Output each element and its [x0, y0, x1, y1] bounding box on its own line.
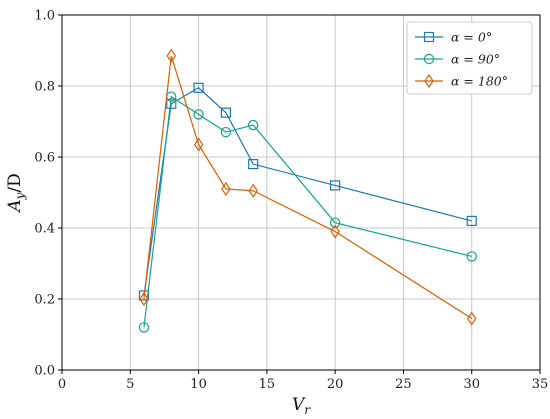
y-tick-label: 0.0	[34, 364, 55, 379]
y-tick-label: 1.0	[34, 9, 55, 24]
data-point	[139, 291, 149, 307]
x-axis-label: Vr	[292, 395, 311, 417]
series-square	[138, 82, 477, 301]
x-tick-label: 0	[58, 377, 66, 392]
x-tick-label: 35	[532, 377, 549, 392]
series-line	[143, 87, 472, 296]
plot-frame	[61, 14, 541, 371]
y-tick-label: 0.8	[34, 80, 55, 95]
data-point	[466, 311, 477, 326]
x-tick-label: 5	[126, 377, 134, 392]
legend-label: α = 0°	[451, 30, 492, 45]
data-point	[220, 126, 232, 138]
y-tick-label: 0.2	[34, 293, 55, 308]
x-tick-label: 30	[463, 377, 480, 392]
x-tick-label: 10	[190, 377, 207, 392]
series-diamond	[139, 48, 477, 326]
data-point	[193, 109, 204, 120]
series-line	[143, 55, 473, 320]
plot-series	[138, 48, 477, 333]
y-tick-label: 0.4	[34, 222, 55, 237]
data-point	[220, 107, 231, 118]
data-point	[248, 159, 259, 170]
x-tick-label: 20	[327, 377, 344, 392]
data-point	[138, 322, 150, 333]
data-point	[329, 217, 341, 228]
legend-marker	[423, 53, 435, 65]
data-point	[166, 48, 176, 63]
data-point	[221, 181, 231, 197]
data-point	[466, 251, 477, 262]
legend-label: α = 90°	[451, 52, 500, 67]
y-tick-label: 0.6	[34, 151, 55, 166]
data-point	[247, 119, 259, 131]
data-point	[330, 180, 341, 191]
legend: α = 0° α = 90° α = 180°	[406, 21, 533, 95]
data-point	[466, 215, 477, 226]
series-line	[143, 95, 472, 328]
series-circle	[138, 91, 477, 333]
legend-marker	[424, 73, 434, 89]
legend-label: α = 180°	[451, 74, 508, 89]
data-point	[248, 183, 258, 198]
legend-box	[406, 21, 533, 95]
data-point	[193, 137, 204, 152]
legend-marker	[423, 31, 435, 43]
data-point	[330, 224, 340, 239]
data-point	[193, 82, 204, 93]
y-axis-label: Ay/D	[5, 173, 27, 213]
x-tick-label: 15	[259, 377, 276, 392]
x-tick-label: 25	[395, 377, 412, 392]
axis-ticks: 0 5 10 15 20 25 30 35 0.0 0.2 0.4 0.6 0.8 1.0	[34, 9, 548, 393]
data-point	[138, 290, 150, 301]
